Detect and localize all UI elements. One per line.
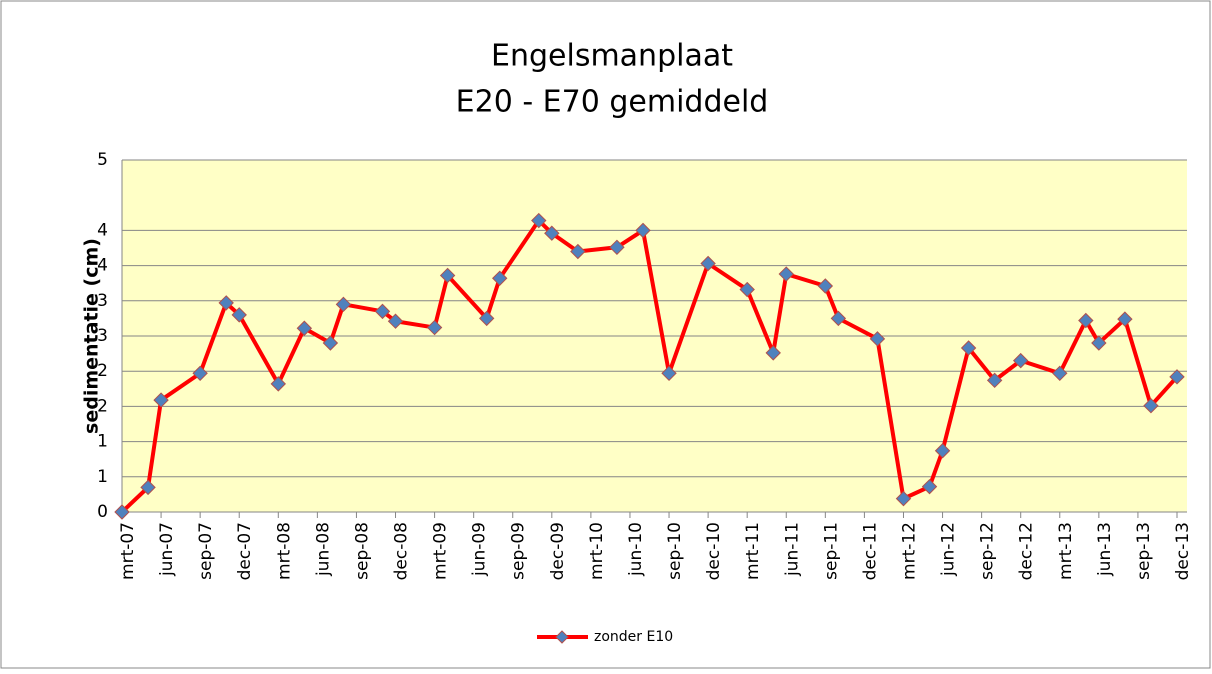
x-tick-label: dec-07: [235, 522, 255, 580]
data-point: [192, 365, 208, 382]
y-tick-label: 3: [97, 291, 108, 311]
x-tick-label: sep-10: [665, 522, 685, 580]
data-point: [570, 243, 586, 260]
legend-label: zonder E10: [594, 629, 673, 645]
y-tick-label: 0: [97, 502, 108, 522]
data-point: [1117, 311, 1133, 327]
x-tick-label: dec-08: [392, 522, 412, 580]
data-point: [609, 239, 625, 256]
data-point: [153, 392, 169, 408]
x-tick-label: mrt-07: [118, 522, 138, 580]
x-tick-label: dec-13: [1173, 522, 1193, 580]
data-point: [1052, 365, 1068, 382]
x-tick-label: sep-12: [978, 522, 998, 580]
chart-subtitle: E20 - E70 gemiddeld: [456, 85, 769, 120]
y-tick-label: 1: [97, 467, 108, 487]
x-tick-label: sep-11: [821, 522, 841, 580]
data-point: [765, 345, 781, 361]
x-tick-label: dec-12: [1017, 522, 1037, 580]
x-tick-label: sep-07: [196, 522, 216, 580]
data-point: [140, 479, 156, 496]
x-tick-label: mrt-09: [431, 522, 451, 580]
x-tick-label: mrt-10: [587, 522, 607, 580]
x-tick-label: jun-12: [939, 522, 959, 577]
data-point: [531, 212, 547, 229]
y-tick-label: 1: [97, 432, 108, 452]
x-tick-label: mrt-11: [743, 522, 763, 580]
data-point: [296, 320, 313, 336]
data-point: [1169, 369, 1185, 385]
x-tick-label: dec-11: [860, 522, 880, 580]
x-tick-label: jun-08: [313, 522, 333, 577]
x-tick-label: mrt-08: [274, 522, 294, 580]
x-tick-label: sep-08: [352, 522, 372, 580]
x-tick-label: jun-10: [626, 522, 646, 577]
x-tick-label: sep-13: [1134, 522, 1154, 580]
data-point: [700, 255, 716, 272]
data-point: [1078, 312, 1094, 329]
data-point: [492, 270, 508, 286]
data-point: [270, 376, 287, 392]
data-point: [778, 266, 794, 282]
data-point: [387, 313, 404, 329]
x-tick-label: dec-10: [704, 522, 724, 580]
data-point: [1143, 397, 1159, 414]
data-point: [218, 295, 234, 311]
data-point: [426, 319, 443, 336]
data-point: [960, 340, 977, 356]
data-point: [661, 365, 677, 382]
data-point: [114, 504, 130, 520]
data-point: [739, 281, 755, 298]
x-tick-label: jun-13: [1095, 522, 1115, 577]
y-axis-label: sedimentatie (cm): [81, 238, 103, 434]
x-tick-label: sep-09: [509, 522, 529, 580]
chart-title: Engelsmanplaat: [491, 39, 733, 74]
y-tick-label: 3: [97, 326, 108, 346]
data-point: [635, 222, 651, 239]
data-point: [544, 225, 560, 241]
x-tick-label: mrt-13: [1056, 522, 1076, 580]
x-tick-label: jun-11: [782, 522, 802, 577]
y-tick-label: 4: [97, 256, 108, 276]
data-point: [921, 478, 938, 495]
data-point: [439, 267, 456, 284]
y-tick-label: 5: [97, 150, 108, 170]
data-point: [335, 296, 352, 313]
data-point: [231, 307, 247, 323]
legend-marker: [555, 630, 569, 644]
y-tick-label: 4: [97, 220, 108, 240]
data-point: [895, 490, 912, 507]
data-point: [478, 310, 495, 327]
x-tick-label: dec-09: [548, 522, 568, 580]
x-tick-label: jun-07: [157, 522, 177, 577]
y-tick-label: 2: [97, 361, 108, 381]
y-tick-label: 2: [97, 396, 108, 416]
data-point: [1091, 335, 1107, 351]
data-point: [869, 331, 886, 347]
data-point: [817, 278, 834, 294]
data-point: [934, 443, 951, 459]
data-point: [1012, 352, 1029, 369]
x-tick-label: mrt-12: [899, 522, 919, 580]
data-point: [374, 303, 391, 320]
data-point: [830, 310, 847, 327]
data-point: [322, 335, 339, 351]
x-tick-label: jun-09: [470, 522, 490, 577]
data-point: [986, 372, 1003, 389]
